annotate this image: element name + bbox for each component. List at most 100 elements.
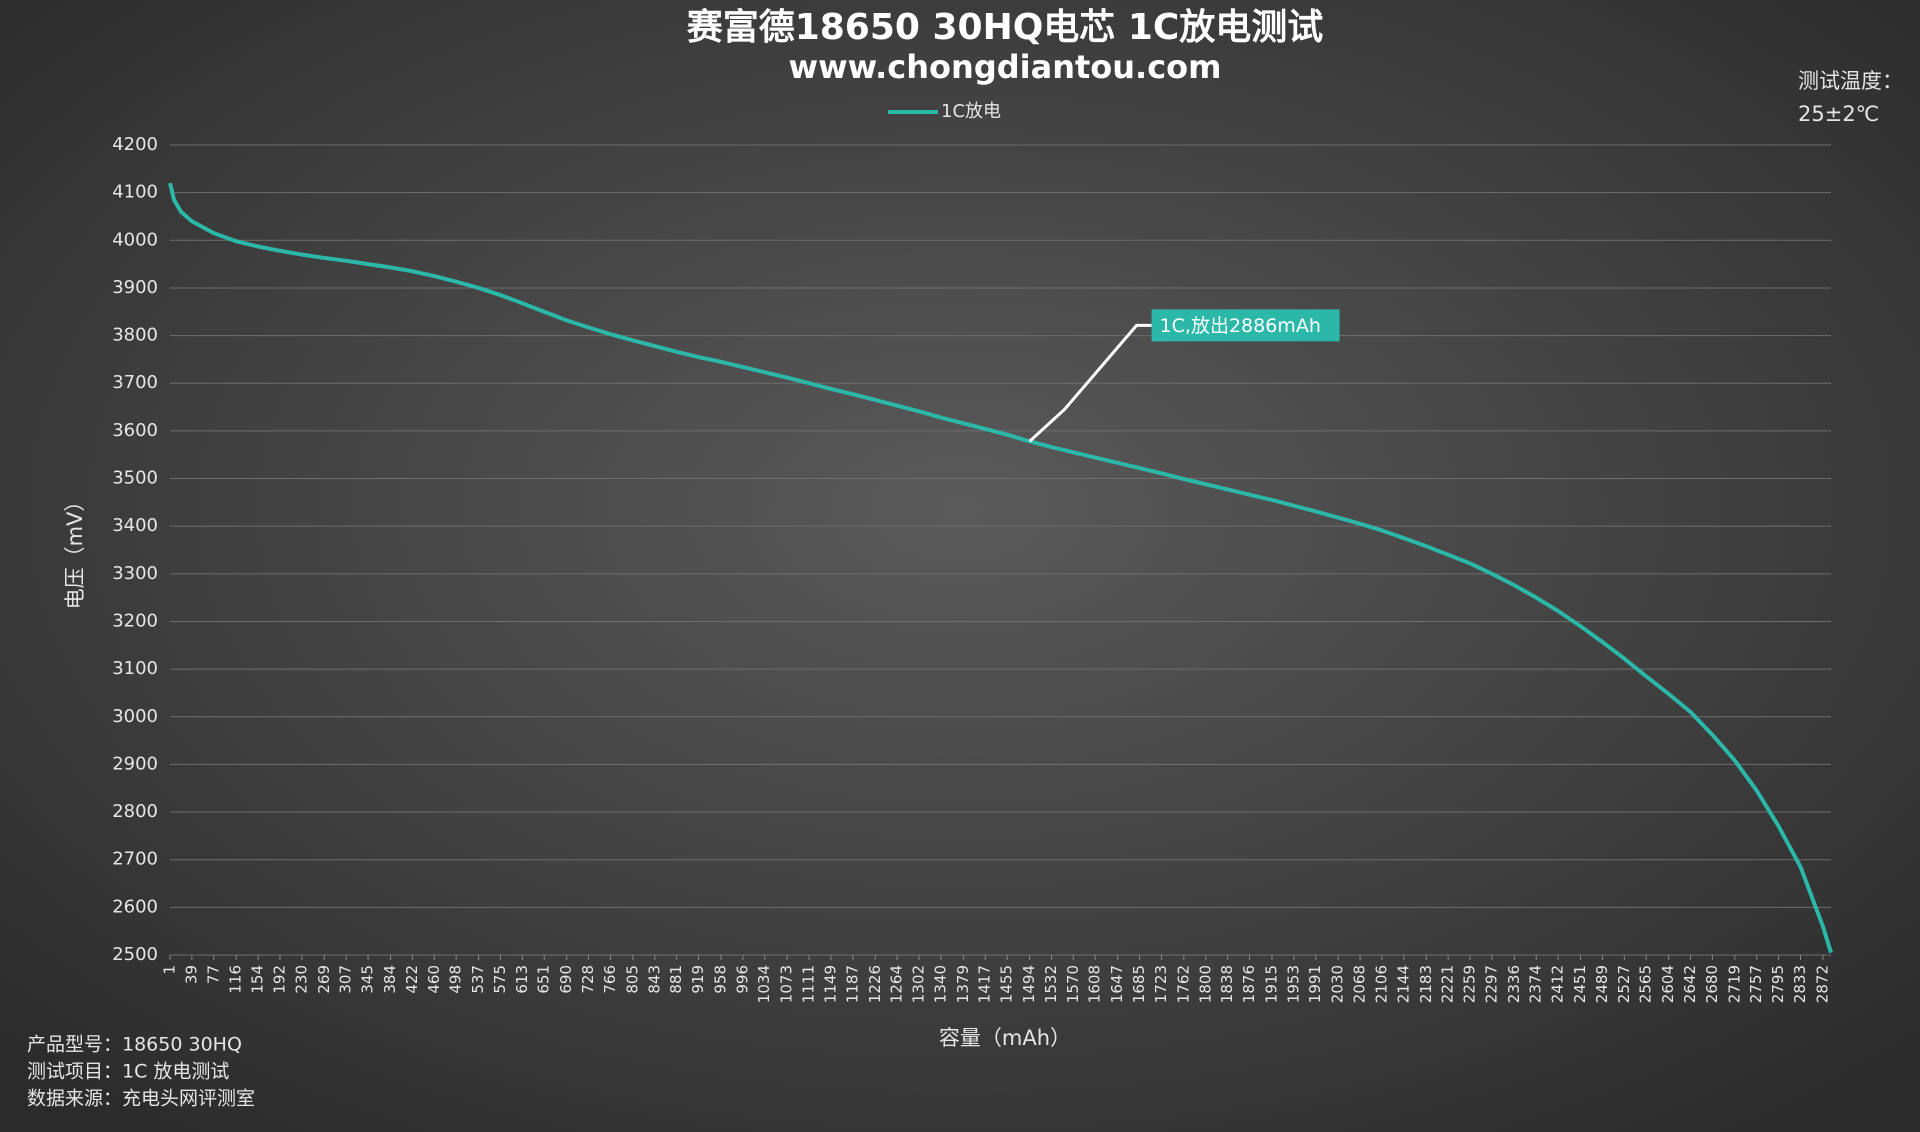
x-tick-label: 2527 xyxy=(1615,965,1633,1003)
x-tick-label: 1034 xyxy=(755,965,773,1003)
x-tick-label: 1455 xyxy=(998,965,1016,1003)
footnote: 产品型号：18650 30HQ xyxy=(27,1034,242,1056)
annotation-leader xyxy=(1028,323,1152,443)
y-tick-label: 4000 xyxy=(112,229,158,250)
x-tick-label: 2297 xyxy=(1482,965,1500,1003)
x-tick-label: 2068 xyxy=(1351,965,1369,1003)
x-tick-label: 2451 xyxy=(1571,965,1589,1003)
x-tick-label: 2336 xyxy=(1505,965,1523,1003)
annotation-box xyxy=(1151,309,1340,342)
x-tick-label: 2872 xyxy=(1813,965,1831,1003)
y-tick-label: 4100 xyxy=(112,182,158,203)
x-tick-label: 2374 xyxy=(1527,965,1545,1003)
y-tick-label: 3300 xyxy=(112,563,158,584)
y-tick-label: 3800 xyxy=(112,325,158,346)
x-tick-label: 2757 xyxy=(1747,965,1765,1003)
x-tick-label: 269 xyxy=(315,965,333,994)
x-tick-label: 996 xyxy=(733,965,751,994)
x-tick-label: 116 xyxy=(227,965,245,994)
y-tick-label: 3000 xyxy=(112,706,158,727)
x-tick-label: 1953 xyxy=(1284,965,1302,1003)
x-tick-label: 2719 xyxy=(1725,965,1743,1003)
footnote: 数据来源：充电头网评测室 xyxy=(27,1088,255,1110)
x-tick-label: 651 xyxy=(535,965,553,994)
x-tick-label: 2642 xyxy=(1681,965,1699,1003)
x-tick-label: 1762 xyxy=(1174,965,1192,1003)
x-tick-label: 307 xyxy=(337,965,355,994)
x-tick-label: 613 xyxy=(513,965,531,994)
y-tick-label: 2700 xyxy=(112,849,158,870)
x-axis-title: 容量（mAh） xyxy=(939,1026,1071,1050)
x-tick-label: 805 xyxy=(623,965,641,994)
legend-label: 1C放电 xyxy=(941,101,1001,122)
x-tick-label: 1608 xyxy=(1086,965,1104,1003)
y-tick-label: 3500 xyxy=(112,468,158,489)
annotation-text: 1C,放出2886mAh xyxy=(1160,315,1321,337)
x-tick-label: 2221 xyxy=(1439,965,1457,1003)
x-tick-label: 1723 xyxy=(1152,965,1170,1003)
x-tick-label: 537 xyxy=(469,965,487,994)
x-tick-label: 728 xyxy=(579,965,597,994)
x-tick-label: 1187 xyxy=(843,965,861,1003)
y-tick-label: 3200 xyxy=(112,610,158,631)
y-tick-label: 2500 xyxy=(112,944,158,965)
x-tick-label: 2030 xyxy=(1329,965,1347,1003)
x-tick-label: 2259 xyxy=(1461,965,1479,1003)
note: 测试温度： xyxy=(1798,69,1903,93)
x-tick-label: 1111 xyxy=(800,965,818,1003)
footnote: 测试项目：1C 放电测试 xyxy=(27,1061,229,1083)
x-tick-label: 1532 xyxy=(1042,965,1060,1003)
x-tick-label: 1647 xyxy=(1108,965,1126,1003)
x-tick-label: 2680 xyxy=(1703,965,1721,1003)
x-tick-label: 230 xyxy=(292,965,310,994)
x-tick-label: 39 xyxy=(182,965,200,984)
x-tick-label: 1226 xyxy=(866,965,884,1003)
x-tick-label: 2604 xyxy=(1659,965,1677,1003)
x-tick-label: 1302 xyxy=(910,965,928,1003)
x-tick-label: 1073 xyxy=(778,965,796,1003)
x-tick-label: 575 xyxy=(491,965,509,994)
x-tick-label: 192 xyxy=(270,965,288,994)
y-tick-label: 2900 xyxy=(112,753,158,774)
y-tick-label: 4200 xyxy=(112,134,158,155)
x-tick-label: 1800 xyxy=(1196,965,1214,1003)
x-tick-label: 881 xyxy=(667,965,685,994)
x-tick-label: 766 xyxy=(601,965,619,994)
x-tick-label: 1494 xyxy=(1020,965,1038,1003)
chart-subtitle: www.chongdiantou.com xyxy=(789,48,1222,86)
x-tick-label: 77 xyxy=(204,965,222,984)
y-tick-label: 3900 xyxy=(112,277,158,298)
x-tick-label: 1417 xyxy=(976,965,994,1003)
y-tick-label: 2600 xyxy=(112,896,158,917)
x-tick-label: 154 xyxy=(249,965,267,994)
chart-title: 赛富德18650 30HQ电芯 1C放电测试 xyxy=(687,6,1324,48)
x-tick-label: 2833 xyxy=(1791,965,1809,1003)
x-tick-label: 1838 xyxy=(1218,965,1236,1003)
x-tick-label: 2183 xyxy=(1417,965,1435,1003)
x-tick-label: 460 xyxy=(425,965,443,994)
y-tick-label: 3700 xyxy=(112,372,158,393)
x-tick-label: 2489 xyxy=(1593,965,1611,1003)
x-tick-label: 1 xyxy=(161,965,179,975)
y-tick-label: 3600 xyxy=(112,420,158,441)
x-tick-label: 2565 xyxy=(1637,965,1655,1003)
x-tick-label: 2795 xyxy=(1769,965,1787,1003)
x-tick-label: 498 xyxy=(447,965,465,994)
x-tick-label: 1876 xyxy=(1240,965,1258,1003)
x-tick-label: 690 xyxy=(557,965,575,994)
y-tick-label: 2800 xyxy=(112,801,158,822)
x-tick-label: 2412 xyxy=(1549,965,1567,1003)
x-tick-label: 345 xyxy=(359,965,377,994)
x-tick-label: 1915 xyxy=(1262,965,1280,1003)
y-axis-title: 电压（mV） xyxy=(63,491,87,610)
x-tick-label: 384 xyxy=(381,965,399,994)
data-line xyxy=(168,182,1833,954)
x-tick-label: 2144 xyxy=(1394,965,1412,1003)
x-tick-label: 1379 xyxy=(954,965,972,1003)
note: 25±2℃ xyxy=(1798,102,1879,126)
x-tick-label: 843 xyxy=(645,965,663,994)
x-tick-label: 1264 xyxy=(888,965,906,1003)
